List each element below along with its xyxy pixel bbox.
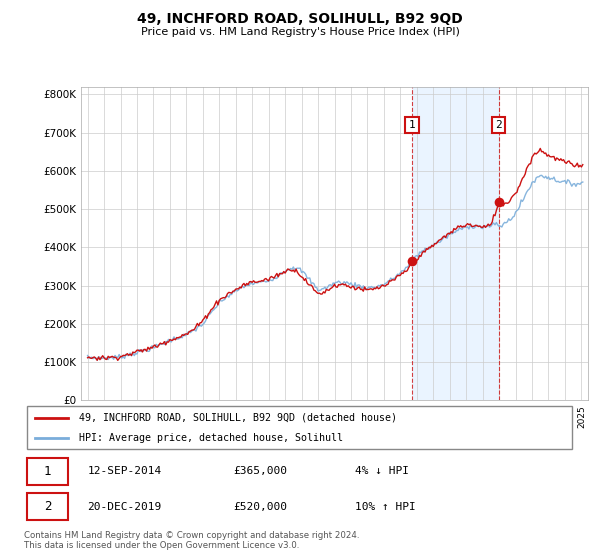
Text: 1: 1	[409, 120, 415, 130]
Text: Price paid vs. HM Land Registry's House Price Index (HPI): Price paid vs. HM Land Registry's House …	[140, 27, 460, 37]
Text: 49, INCHFORD ROAD, SOLIHULL, B92 9QD: 49, INCHFORD ROAD, SOLIHULL, B92 9QD	[137, 12, 463, 26]
FancyBboxPatch shape	[27, 458, 68, 485]
FancyBboxPatch shape	[27, 406, 572, 450]
Text: £365,000: £365,000	[234, 466, 288, 477]
Text: 12-SEP-2014: 12-SEP-2014	[88, 466, 162, 477]
Text: 10% ↑ HPI: 10% ↑ HPI	[355, 502, 416, 512]
Text: 1: 1	[44, 465, 52, 478]
FancyBboxPatch shape	[27, 493, 68, 520]
Text: HPI: Average price, detached house, Solihull: HPI: Average price, detached house, Soli…	[79, 433, 343, 444]
Text: 20-DEC-2019: 20-DEC-2019	[88, 502, 162, 512]
Text: 2: 2	[44, 500, 52, 514]
Text: £520,000: £520,000	[234, 502, 288, 512]
Text: 4% ↓ HPI: 4% ↓ HPI	[355, 466, 409, 477]
Text: Contains HM Land Registry data © Crown copyright and database right 2024.
This d: Contains HM Land Registry data © Crown c…	[24, 531, 359, 550]
Text: 49, INCHFORD ROAD, SOLIHULL, B92 9QD (detached house): 49, INCHFORD ROAD, SOLIHULL, B92 9QD (de…	[79, 413, 397, 423]
Text: 2: 2	[495, 120, 502, 130]
Bar	[412, 87, 499, 400]
